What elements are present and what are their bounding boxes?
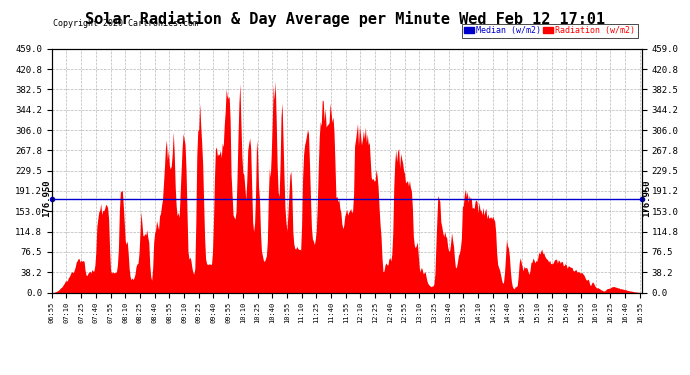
Text: Copyright 2020 Cartronics.com: Copyright 2020 Cartronics.com xyxy=(53,20,198,28)
Legend: Median (w/m2), Radiation (w/m2): Median (w/m2), Radiation (w/m2) xyxy=(462,24,638,38)
Text: 176.950: 176.950 xyxy=(642,180,651,218)
Text: 176.950: 176.950 xyxy=(42,180,51,218)
Text: Solar Radiation & Day Average per Minute Wed Feb 12 17:01: Solar Radiation & Day Average per Minute… xyxy=(85,11,605,27)
